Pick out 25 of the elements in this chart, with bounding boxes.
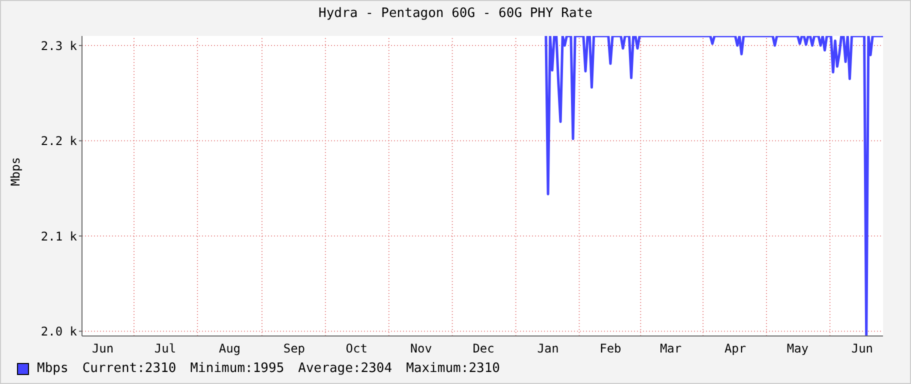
line-series xyxy=(544,36,883,336)
y-tick-label: 2.0 k xyxy=(40,324,78,338)
y-tick-label: 2.3 k xyxy=(40,38,78,53)
text: Current:2310 xyxy=(82,361,176,376)
x-tick-label: Jan xyxy=(537,342,559,356)
x-tick-label: Dec xyxy=(472,342,494,356)
legend-label: Mbps xyxy=(36,361,68,376)
x-tick-label: May xyxy=(786,342,809,356)
text: Minimum:1995 xyxy=(190,361,284,376)
x-tick-label: Mar xyxy=(660,342,682,356)
chart-title: Hydra - Pentagon 60G - 60G PHY Rate xyxy=(318,5,594,23)
x-tick-label: Nov xyxy=(410,342,432,356)
x-tick-label: Oct xyxy=(346,342,368,356)
y-tick-label: 2.1 k xyxy=(40,229,78,244)
x-tick-label: Jun xyxy=(92,342,114,356)
x-tick-label: Aug xyxy=(218,342,241,356)
x-tick-label: Sep xyxy=(283,342,306,356)
x-tick-label: Apr xyxy=(724,342,746,356)
x-tick-label: Feb xyxy=(600,342,622,356)
y-tick-label: 2.2 k xyxy=(40,134,78,148)
y-axis-title: Mbps xyxy=(8,157,22,186)
text: Average:2304 xyxy=(298,361,392,376)
text: Maximum:2310 xyxy=(406,361,500,376)
x-tick-label: Jun xyxy=(851,342,874,356)
x-tick-label: Jul xyxy=(154,342,176,356)
